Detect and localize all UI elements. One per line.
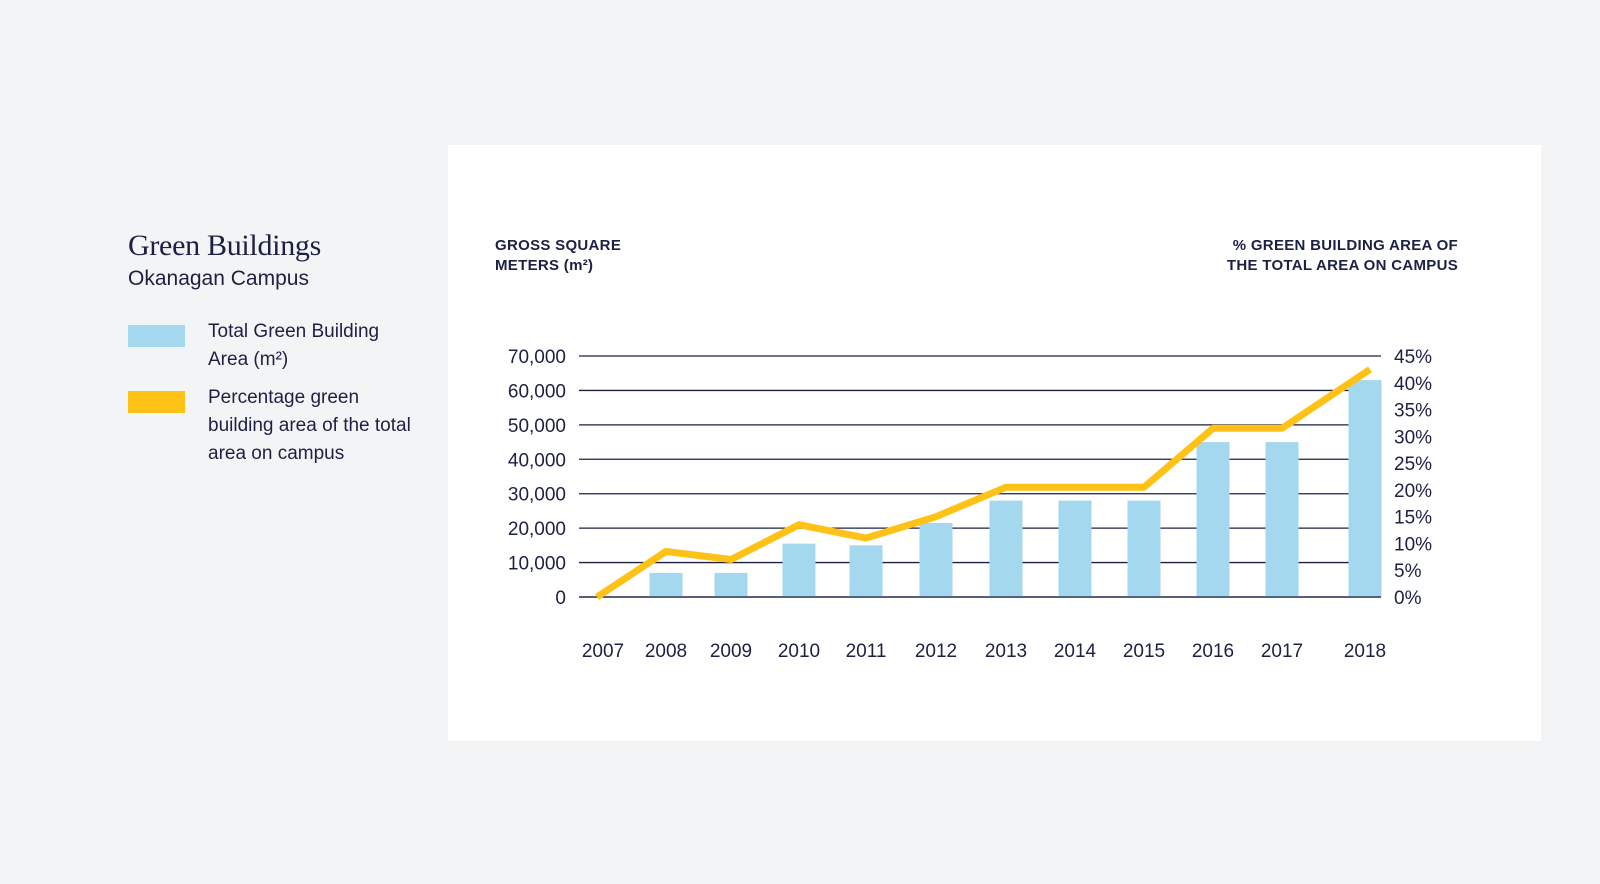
x-tick-label: 2017 bbox=[1261, 641, 1303, 662]
chart-card: GROSS SQUARE METERS (m²) % GREEN BUILDIN… bbox=[448, 145, 1541, 741]
x-tick-label: 2015 bbox=[1123, 641, 1165, 662]
y-tick-label-left: 40,000 bbox=[508, 450, 566, 471]
y-tick-label-left: 20,000 bbox=[508, 519, 566, 540]
y-tick-label-right: 45% bbox=[1394, 347, 1432, 368]
y-tick-label-left: 10,000 bbox=[508, 554, 566, 575]
page-title: Green Buildings bbox=[128, 229, 321, 262]
y-tick-label-right: 15% bbox=[1394, 508, 1432, 529]
y-tick-label-right: 10% bbox=[1394, 534, 1432, 555]
bar bbox=[849, 545, 883, 597]
y-axis-title-left: GROSS SQUARE METERS (m²) bbox=[495, 237, 622, 274]
x-tick-label: 2008 bbox=[645, 641, 687, 662]
y-tick-label-left: 50,000 bbox=[508, 416, 566, 437]
y-tick-label-right: 40% bbox=[1394, 374, 1432, 395]
y-tick-label-right: 30% bbox=[1394, 427, 1432, 448]
x-tick-label: 2007 bbox=[582, 641, 624, 662]
legend-label-area: Total Green Building Area (m²) bbox=[208, 321, 380, 370]
y-tick-label-left: 30,000 bbox=[508, 485, 566, 506]
x-tick-label: 2011 bbox=[846, 641, 887, 662]
bar bbox=[989, 500, 1023, 597]
bar bbox=[782, 543, 816, 597]
y-tick-label-right: 5% bbox=[1394, 561, 1422, 582]
x-tick-label: 2016 bbox=[1192, 641, 1234, 662]
bar bbox=[714, 572, 748, 597]
x-tick-label: 2018 bbox=[1344, 641, 1386, 662]
y-tick-label-right: 0% bbox=[1394, 588, 1422, 609]
chart-plot: 0 10,000 20,000 30,000 40,000 50,000 60,000 70,… bbox=[508, 347, 1432, 662]
x-tick-label: 2010 bbox=[778, 641, 820, 662]
legend-item-percent: Percentage green building area of the to… bbox=[128, 384, 418, 468]
percentage-series-line bbox=[595, 366, 1372, 600]
bar bbox=[1127, 500, 1161, 597]
line-swatch-icon bbox=[128, 391, 185, 413]
x-tick-label: 2009 bbox=[710, 641, 752, 662]
y-tick-label-left: 70,000 bbox=[508, 347, 566, 368]
page-subtitle: Okanagan Campus bbox=[128, 267, 309, 290]
legend-panel: Green Buildings Okanagan Campus Total Gr… bbox=[128, 228, 428, 478]
y-axis-title-right: % GREEN BUILDING AREA OF THE TOTAL AREA … bbox=[1226, 237, 1458, 274]
y-tick-label-left: 0 bbox=[555, 588, 566, 609]
y-tick-label-right: 25% bbox=[1394, 454, 1432, 475]
bar bbox=[1196, 442, 1230, 597]
legend-item-area: Total Green Building Area (m²) bbox=[128, 318, 418, 374]
bar bbox=[1265, 442, 1299, 597]
legend: Total Green Building Area (m²) Percentag… bbox=[128, 318, 428, 468]
x-tick-label: 2013 bbox=[985, 641, 1027, 662]
bar bbox=[1058, 500, 1092, 597]
y-tick-label-right: 20% bbox=[1394, 481, 1432, 502]
x-tick-label: 2012 bbox=[915, 641, 957, 662]
bar bbox=[1348, 380, 1382, 597]
bar bbox=[649, 572, 683, 597]
bar-swatch-icon bbox=[128, 325, 185, 347]
legend-label-percent: Percentage green building area of the to… bbox=[208, 387, 411, 464]
y-tick-label-left: 60,000 bbox=[508, 381, 566, 402]
y-tick-label-right: 35% bbox=[1394, 401, 1432, 422]
bar bbox=[919, 522, 953, 597]
x-tick-label: 2014 bbox=[1054, 641, 1097, 662]
